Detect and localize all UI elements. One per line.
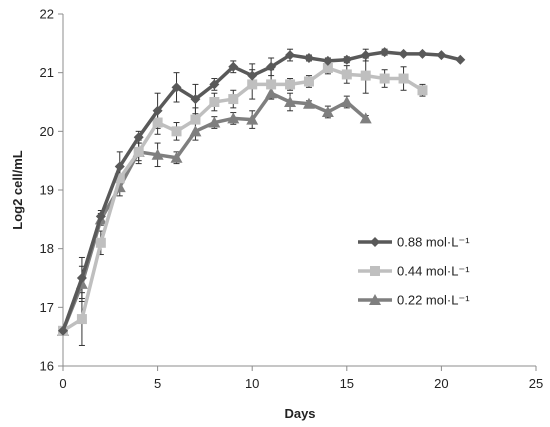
legend: 0.88 mol·L⁻¹ 0.44 mol·L⁻¹ 0.22 mol·L⁻¹ xyxy=(358,235,470,308)
x-tick-label: 25 xyxy=(529,376,543,391)
square-marker xyxy=(379,73,390,84)
series-square xyxy=(58,62,428,336)
square-marker xyxy=(360,70,371,81)
square-marker xyxy=(285,79,296,90)
square-marker xyxy=(247,79,258,90)
y-tick-label: 16 xyxy=(40,359,54,374)
x-tick-label: 20 xyxy=(434,376,448,391)
y-tick-label: 22 xyxy=(40,7,54,22)
square-marker xyxy=(398,73,409,84)
square-marker xyxy=(303,76,314,87)
triangle-marker xyxy=(151,148,164,160)
x-tick-label: 5 xyxy=(154,376,161,391)
series-diamond xyxy=(58,47,466,336)
diamond-marker xyxy=(436,50,447,61)
diamond-marker xyxy=(303,53,314,63)
diamond-marker xyxy=(417,48,428,59)
diamond-marker xyxy=(58,325,68,336)
square-marker xyxy=(114,173,125,184)
triangle-marker xyxy=(369,294,381,305)
legend-label: 0.44 mol·L⁻¹ xyxy=(397,264,470,279)
triangle-marker xyxy=(208,116,221,128)
diamond-marker xyxy=(114,161,125,172)
square-marker xyxy=(209,97,220,107)
y-tick-label: 19 xyxy=(40,183,54,198)
legend-item: 0.22 mol·L⁻¹ xyxy=(358,293,470,308)
triangle-marker xyxy=(246,113,259,125)
square-marker xyxy=(322,62,333,73)
square-marker xyxy=(266,79,277,90)
diamond-marker xyxy=(266,61,277,72)
triangle-marker xyxy=(302,97,315,109)
series-line xyxy=(61,50,461,332)
diamond-marker xyxy=(322,55,333,66)
series-lines xyxy=(57,47,466,336)
diamond-marker xyxy=(247,70,258,81)
diamond-marker xyxy=(209,79,220,90)
diamond-marker xyxy=(190,94,201,105)
legend-label: 0.22 mol·L⁻¹ xyxy=(397,293,470,308)
diamond-marker xyxy=(455,54,466,65)
legend-label: 0.88 mol·L⁻¹ xyxy=(397,235,470,250)
square-marker xyxy=(152,117,163,128)
square-marker xyxy=(341,69,352,80)
square-marker xyxy=(95,237,106,248)
diamond-marker xyxy=(370,237,380,247)
diamond-marker xyxy=(360,50,371,61)
diamond-marker xyxy=(76,273,87,283)
y-tick-label: 20 xyxy=(40,124,54,139)
x-tick-label: 0 xyxy=(59,376,66,391)
square-marker xyxy=(417,85,428,96)
x-tick-label: 15 xyxy=(340,376,354,391)
diamond-marker xyxy=(398,48,409,59)
axes xyxy=(58,13,537,371)
y-axis-title: Log2 cell/mL xyxy=(10,150,25,230)
series-line xyxy=(62,66,424,333)
square-marker xyxy=(171,126,182,137)
triangle-marker xyxy=(227,112,240,124)
square-marker xyxy=(190,114,201,125)
x-tick-label: 10 xyxy=(245,376,259,391)
diamond-marker xyxy=(341,54,352,65)
diamond-marker xyxy=(95,211,106,222)
triangle-marker xyxy=(321,105,334,117)
diamond-marker xyxy=(379,47,390,58)
legend-item: 0.88 mol·L⁻¹ xyxy=(358,235,470,250)
square-marker xyxy=(76,314,87,325)
diamond-marker xyxy=(228,61,239,72)
square-marker xyxy=(228,94,239,105)
triangle-marker xyxy=(170,151,183,163)
tick-labels: 16 17 18 19 20 21 22 0 5 10 15 20 25 xyxy=(40,7,544,392)
triangle-marker xyxy=(340,96,353,107)
x-axis-title: Days xyxy=(284,406,315,421)
diamond-marker xyxy=(285,50,296,61)
square-marker xyxy=(133,146,144,157)
triangle-marker xyxy=(359,112,372,124)
diamond-marker xyxy=(133,132,144,143)
triangle-marker xyxy=(284,96,297,107)
legend-item: 0.44 mol·L⁻¹ xyxy=(358,264,470,279)
diamond-marker xyxy=(171,82,182,93)
triangle-marker xyxy=(265,87,278,99)
triangle-marker xyxy=(189,125,202,137)
square-marker xyxy=(370,266,380,276)
y-tick-label: 17 xyxy=(40,300,54,315)
y-tick-label: 18 xyxy=(40,241,54,256)
y-tick-label: 21 xyxy=(40,65,54,80)
diamond-marker xyxy=(152,105,163,116)
